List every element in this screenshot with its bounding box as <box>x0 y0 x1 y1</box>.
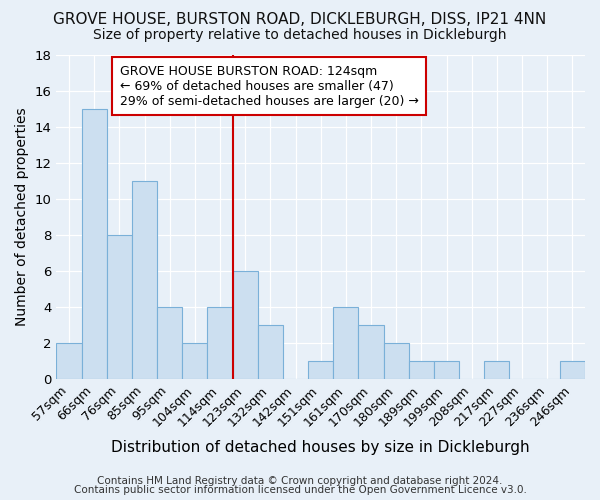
Bar <box>107 235 132 379</box>
Bar <box>383 343 409 379</box>
Bar <box>333 307 358 379</box>
Bar <box>308 361 333 379</box>
Bar <box>208 307 233 379</box>
Bar <box>233 271 258 379</box>
X-axis label: Distribution of detached houses by size in Dickleburgh: Distribution of detached houses by size … <box>112 440 530 455</box>
Bar <box>358 325 383 379</box>
Bar <box>132 181 157 379</box>
Text: Contains HM Land Registry data © Crown copyright and database right 2024.: Contains HM Land Registry data © Crown c… <box>97 476 503 486</box>
Y-axis label: Number of detached properties: Number of detached properties <box>15 108 29 326</box>
Bar <box>434 361 459 379</box>
Bar <box>182 343 208 379</box>
Bar <box>82 109 107 379</box>
Text: GROVE HOUSE BURSTON ROAD: 124sqm
← 69% of detached houses are smaller (47)
29% o: GROVE HOUSE BURSTON ROAD: 124sqm ← 69% o… <box>120 64 419 108</box>
Bar <box>157 307 182 379</box>
Bar <box>56 343 82 379</box>
Bar <box>258 325 283 379</box>
Text: Size of property relative to detached houses in Dickleburgh: Size of property relative to detached ho… <box>93 28 507 42</box>
Text: GROVE HOUSE, BURSTON ROAD, DICKLEBURGH, DISS, IP21 4NN: GROVE HOUSE, BURSTON ROAD, DICKLEBURGH, … <box>53 12 547 28</box>
Bar <box>409 361 434 379</box>
Bar <box>560 361 585 379</box>
Text: Contains public sector information licensed under the Open Government Licence v3: Contains public sector information licen… <box>74 485 526 495</box>
Bar <box>484 361 509 379</box>
